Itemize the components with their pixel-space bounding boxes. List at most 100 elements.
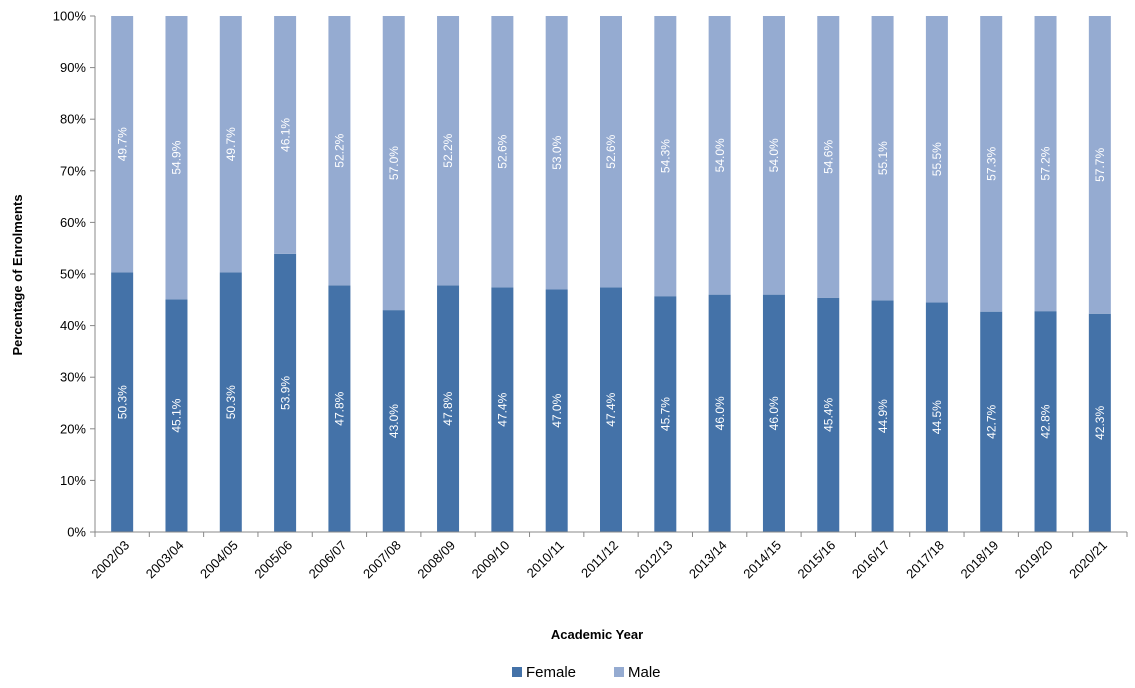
data-label-female-6: 47.8% — [441, 391, 455, 425]
x-tick-label: 2011/12 — [578, 538, 621, 581]
bar-male-4 — [328, 16, 351, 286]
bar-female-9 — [600, 287, 622, 532]
data-label-female-5: 43.0% — [387, 404, 401, 438]
x-tick-label: 2010/11 — [524, 538, 567, 581]
x-tick-labels-group: 2002/03 2003/04 2004/05 2005/06 2006/07 2007/… — [88, 538, 1110, 582]
bar-male-18 — [1088, 16, 1111, 314]
x-tick-label: 2015/16 — [795, 538, 839, 582]
data-label-male-17: 57.2% — [1039, 146, 1053, 180]
x-tick-label: 2008/09 — [414, 538, 458, 582]
bar-female-7 — [491, 287, 514, 532]
x-tick-label: 2016/17 — [849, 538, 893, 582]
y-tick-label: 50% — [60, 267, 86, 282]
bar-male-9 — [600, 16, 622, 288]
data-label-female-7: 47.4% — [496, 392, 510, 426]
bar-male-8 — [545, 16, 568, 290]
bar-male-15 — [925, 16, 948, 303]
y-tick-labels-group: 0% 10% 20% 30% 40% 50% 60% 70% 80% 90% 100% — [53, 9, 87, 540]
bar-male-10 — [654, 16, 677, 297]
data-label-female-17: 42.8% — [1039, 404, 1053, 438]
data-label-male-9: 52.6% — [604, 134, 618, 168]
bar-male-0 — [111, 16, 134, 273]
bar-male-16 — [980, 16, 1003, 312]
y-tick-label: 20% — [60, 421, 86, 436]
bar-labels-group: 50.3% 49.7% 45.1% 54.9% 50.3% 49.7% 53.9% 46.1%… — [115, 118, 1107, 440]
bar-female-17 — [1034, 311, 1057, 532]
data-label-female-3: 53.9% — [278, 376, 292, 410]
data-label-female-9: 47.4% — [604, 392, 618, 426]
bar-male-12 — [762, 16, 785, 295]
data-label-female-2: 50.3% — [224, 385, 238, 419]
bar-male-3 — [274, 16, 297, 254]
bar-female-10 — [654, 296, 677, 532]
data-label-female-10: 45.7% — [658, 397, 672, 431]
y-axis-title: Percentage of Enrolments — [10, 194, 25, 355]
data-label-male-4: 52.2% — [333, 133, 347, 167]
x-tick-label: 2017/18 — [903, 538, 947, 582]
y-tick-label: 90% — [60, 60, 86, 75]
x-tick-label: 2004/05 — [197, 538, 241, 582]
data-label-male-14: 55.1% — [876, 141, 890, 175]
x-tick-label: 2002/03 — [88, 538, 132, 582]
y-tick-label: 0% — [67, 525, 86, 540]
data-label-female-16: 42.7% — [984, 404, 998, 438]
bar-female-8 — [545, 289, 568, 532]
bar-female-12 — [762, 294, 785, 532]
data-label-female-11: 46.0% — [713, 396, 727, 430]
bar-female-2 — [219, 272, 242, 532]
x-tick-label: 2020/21 — [1066, 538, 1110, 582]
x-tick-label: 2019/20 — [1012, 538, 1056, 582]
y-tick-label: 60% — [60, 215, 86, 230]
data-label-male-3: 46.1% — [278, 118, 292, 152]
bar-female-14 — [871, 300, 894, 532]
bar-female-6 — [437, 285, 460, 532]
data-label-male-0: 49.7% — [115, 127, 129, 161]
x-tick-label: 2005/06 — [251, 538, 295, 582]
data-label-male-2: 49.7% — [224, 127, 238, 161]
x-tick-label: 2012/13 — [632, 538, 676, 582]
data-label-female-4: 47.8% — [333, 391, 347, 425]
bar-male-2 — [219, 16, 242, 273]
y-tick-label: 70% — [60, 163, 86, 178]
bar-male-5 — [382, 16, 405, 311]
data-label-male-5: 57.0% — [387, 146, 401, 180]
data-label-male-8: 53.0% — [550, 135, 564, 169]
x-tick-label: 2018/19 — [957, 538, 1001, 582]
bar-female-11 — [708, 294, 731, 532]
data-label-female-8: 47.0% — [550, 393, 564, 427]
data-label-female-12: 46.0% — [767, 396, 781, 430]
data-label-female-18: 42.3% — [1093, 406, 1107, 440]
data-label-female-15: 44.5% — [930, 400, 944, 434]
data-label-male-12: 54.0% — [767, 138, 781, 172]
legend: Female Male — [512, 664, 661, 681]
data-label-male-16: 57.3% — [984, 146, 998, 180]
data-label-male-10: 54.3% — [658, 139, 672, 173]
data-label-female-0: 50.3% — [115, 385, 129, 419]
y-tick-label: 40% — [60, 318, 86, 333]
legend-swatch-female — [512, 667, 522, 677]
y-tick-label: 10% — [60, 473, 86, 488]
y-tick-label: 100% — [53, 9, 87, 24]
legend-label-female: Female — [526, 664, 576, 681]
data-label-female-13: 45.4% — [821, 398, 835, 432]
x-axis-title: Academic Year — [551, 627, 643, 642]
data-label-female-1: 45.1% — [170, 398, 184, 432]
bar-male-11 — [708, 16, 731, 295]
y-tick-label: 30% — [60, 370, 86, 385]
bar-female-3 — [274, 253, 297, 532]
bar-male-1 — [165, 16, 188, 300]
data-label-male-7: 52.6% — [496, 134, 510, 168]
x-tick-label: 2003/04 — [143, 538, 187, 582]
bars-group — [111, 16, 1111, 532]
bar-male-13 — [817, 16, 840, 298]
bar-male-14 — [871, 16, 894, 301]
y-tick-label: 80% — [60, 112, 86, 127]
data-label-male-1: 54.9% — [170, 140, 184, 174]
data-label-male-18: 57.7% — [1093, 148, 1107, 182]
legend-swatch-male — [614, 667, 624, 677]
bar-male-6 — [437, 16, 460, 286]
bar-female-16 — [980, 311, 1003, 532]
bar-female-13 — [817, 297, 840, 532]
